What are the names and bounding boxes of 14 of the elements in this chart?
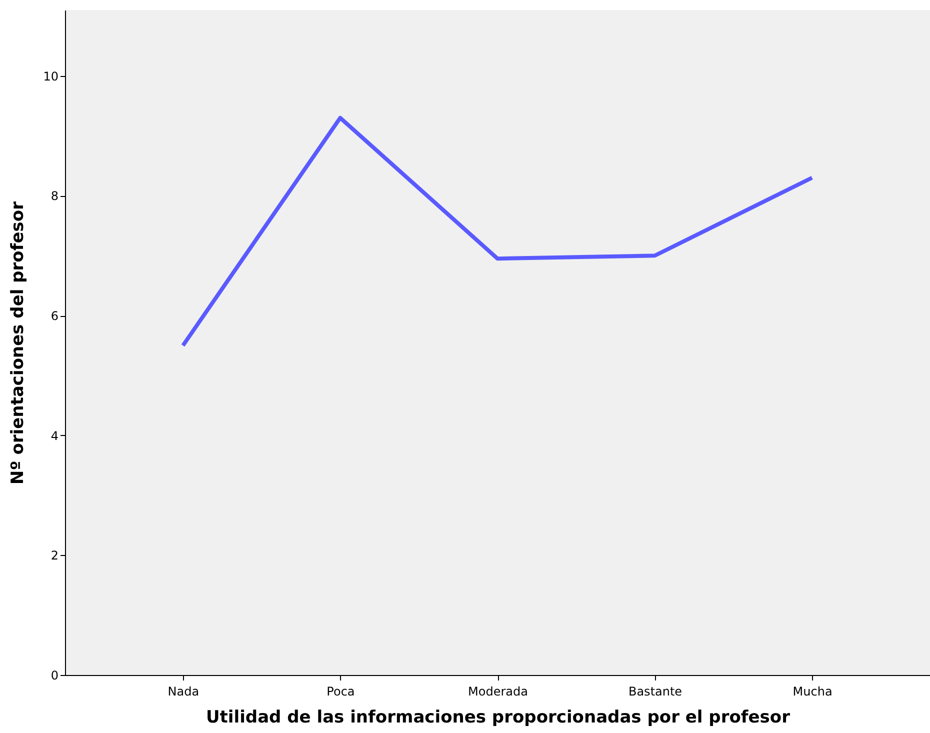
- y-tick-label: 8: [50, 189, 58, 204]
- y-tick-label: 0: [50, 668, 58, 682]
- x-tick-label: Moderada: [468, 684, 528, 698]
- x-tick-label: Mucha: [792, 684, 832, 698]
- y-tick-label: 10: [43, 69, 58, 84]
- y-axis-title: Nº orientaciones del profesor: [8, 200, 28, 484]
- y-tick-label: 4: [50, 428, 58, 443]
- x-tick-label: Bastante: [628, 684, 682, 698]
- y-tick-label: 2: [50, 548, 58, 563]
- x-axis-title: Utilidad de las informaciones proporcionadas por el profesor: [206, 708, 791, 728]
- x-tick-label: Nada: [168, 684, 200, 698]
- y-tick-label: 6: [50, 309, 58, 324]
- line-series: [180, 116, 814, 348]
- x-tick-label: Poca: [326, 684, 355, 698]
